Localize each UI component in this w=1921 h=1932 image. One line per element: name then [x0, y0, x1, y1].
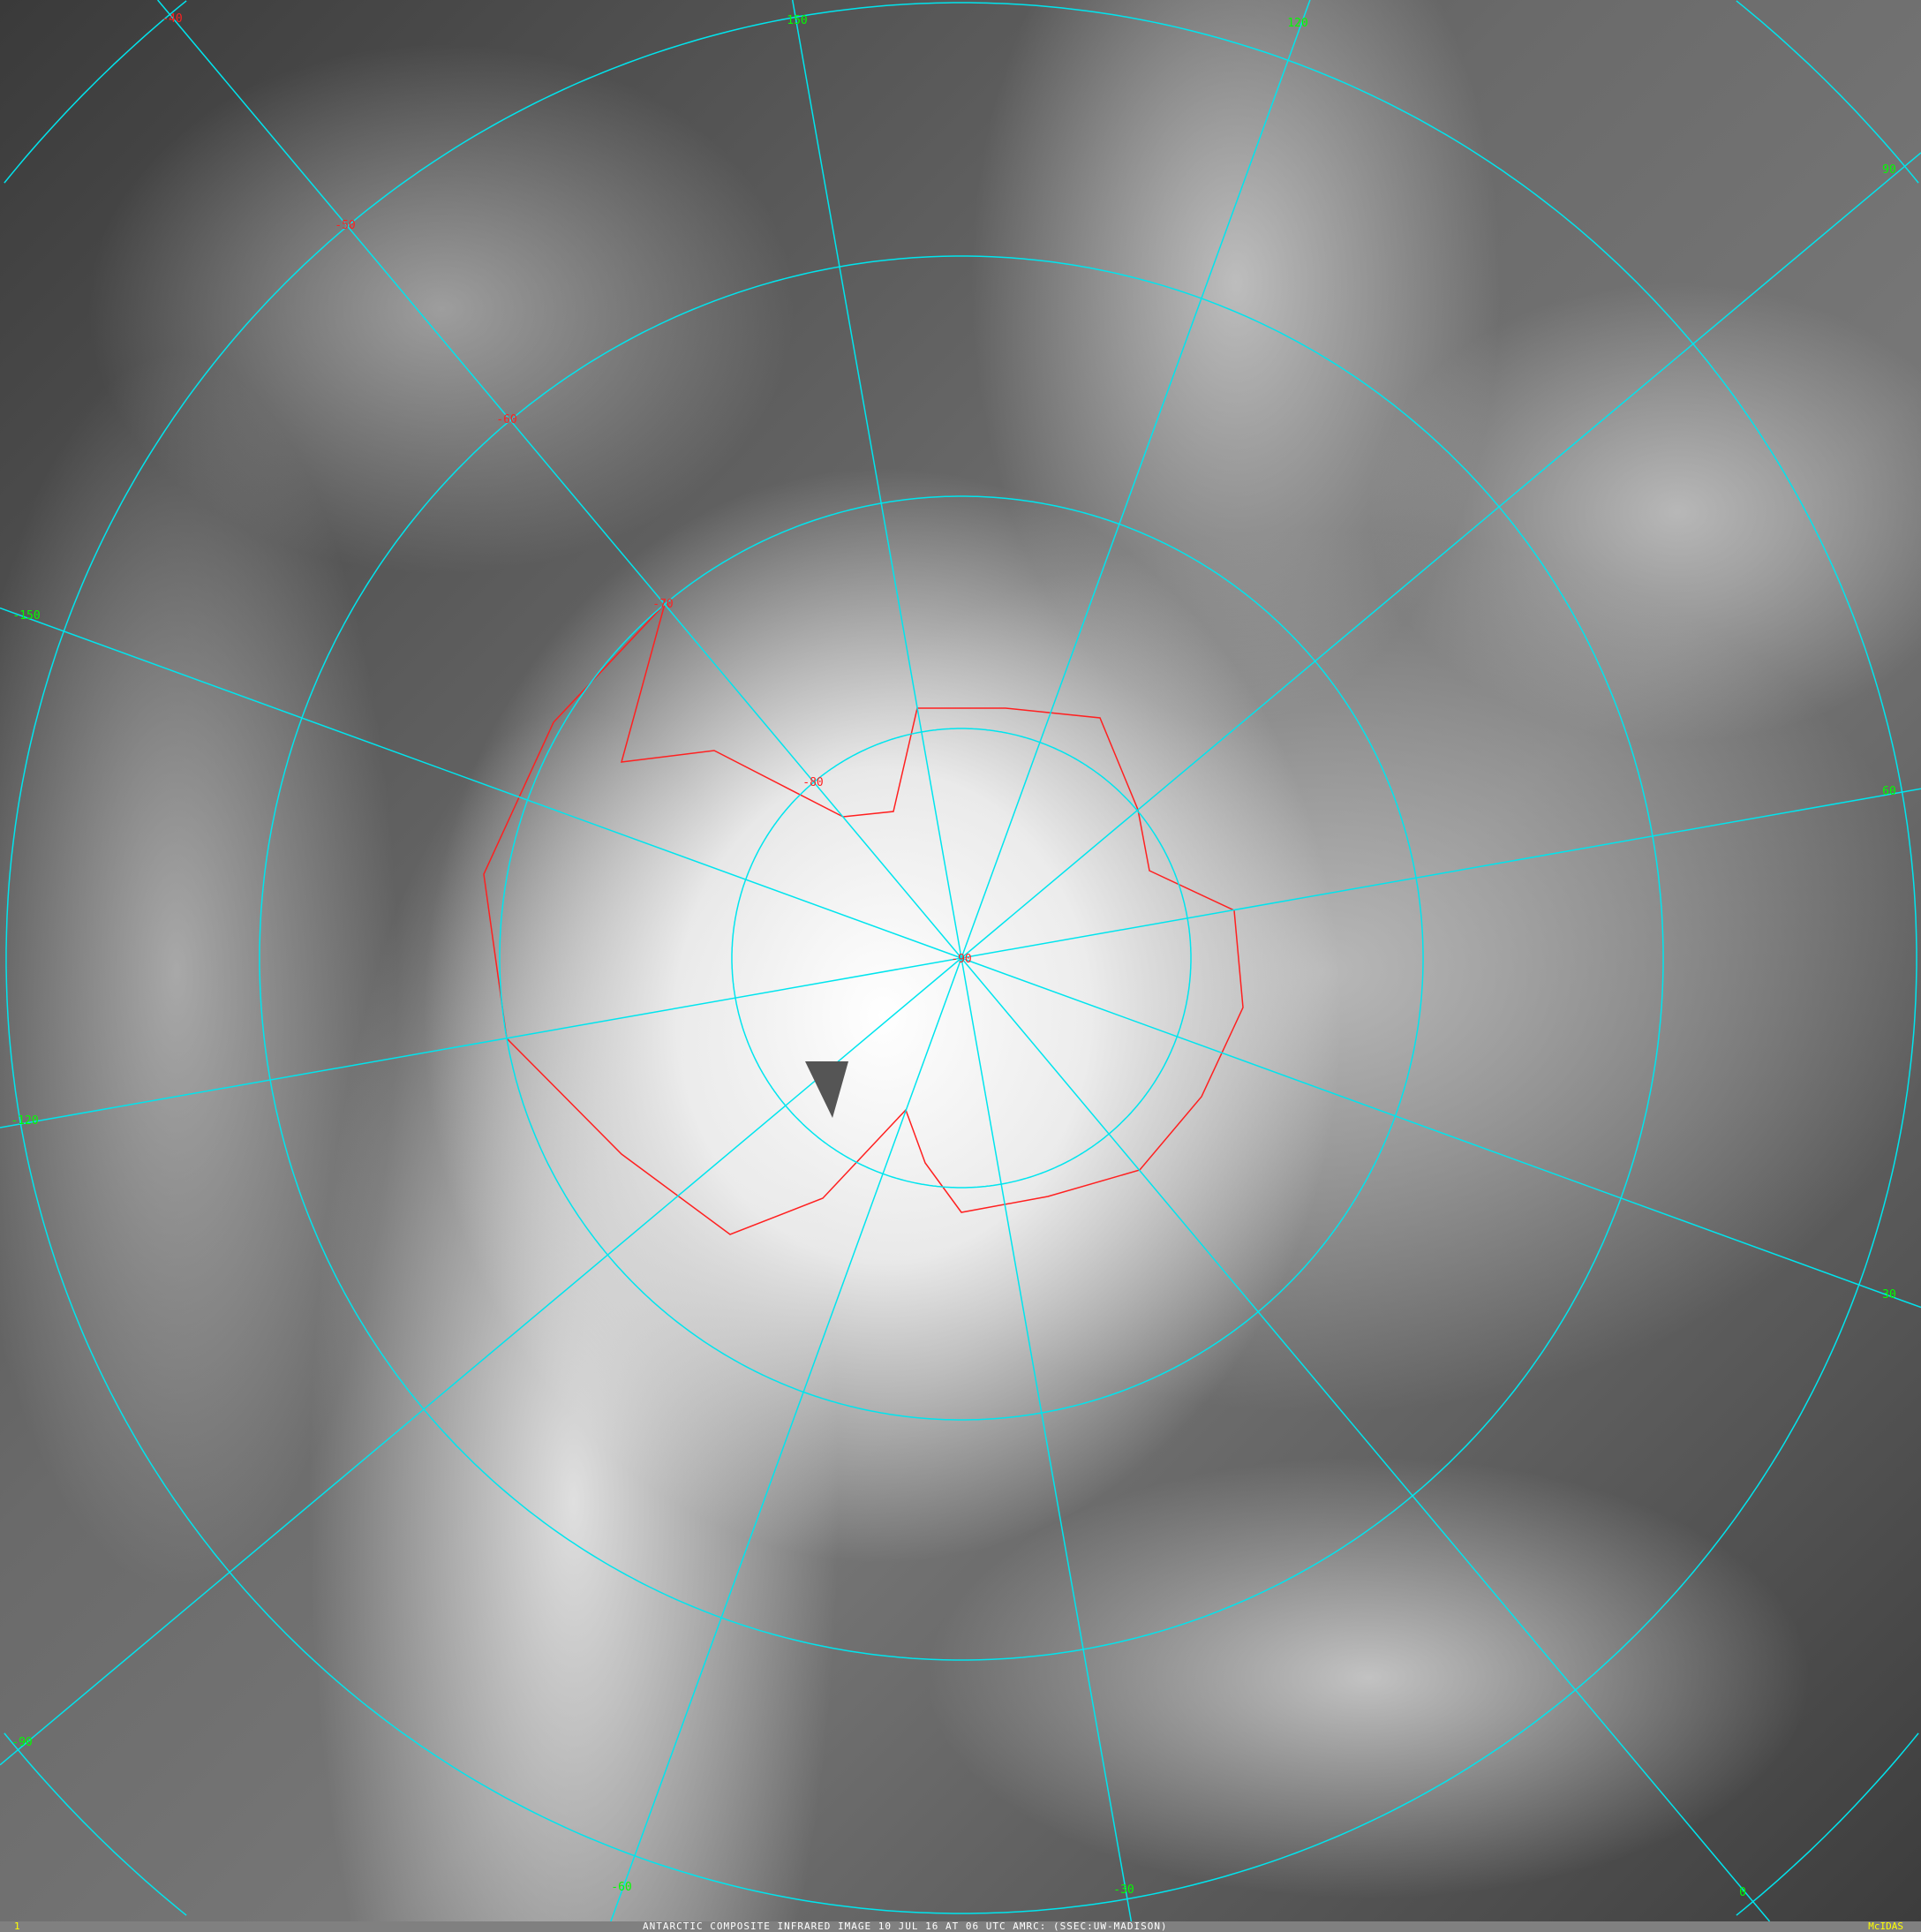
meridian-line: [960, 957, 1921, 1309]
longitude-label: -120: [11, 1114, 38, 1128]
meridian-line: [0, 957, 962, 1128]
latitude-circle: [259, 255, 1664, 1661]
longitude-label: -60: [611, 1881, 631, 1894]
antarctica-coastline: [483, 603, 1244, 1235]
longitude-label: 90: [1882, 163, 1896, 177]
meridian-line: [0, 957, 962, 1766]
meridian-line: [157, 0, 962, 959]
latitude-circle: [5, 2, 1917, 1914]
longitude-label: -30: [1113, 1883, 1134, 1897]
meridian-line: [960, 152, 1921, 959]
meridian-line: [960, 957, 1133, 1921]
longitude-label: 60: [1882, 785, 1896, 798]
mcidas-brand: McIDAS: [1868, 1921, 1903, 1932]
latitude-label: -80: [802, 776, 823, 789]
latitude-label: -90: [951, 953, 971, 966]
longitude-label: 120: [1287, 17, 1307, 30]
latitude-circle: [731, 728, 1192, 1189]
meridian-line: [610, 957, 962, 1921]
no-data-wedge: [805, 1061, 848, 1118]
meridian-line: [0, 607, 962, 959]
meridian-line: [960, 957, 1771, 1921]
latitude-label: -60: [496, 413, 516, 426]
longitude-label: 0: [1739, 1886, 1746, 1899]
longitude-label: -90: [11, 1736, 32, 1749]
latitude-label: -70: [652, 598, 673, 611]
longitude-label: 30: [1882, 1288, 1896, 1302]
caption-bar: 1 ANTARCTIC COMPOSITE INFRARED IMAGE 10 …: [0, 1921, 1921, 1932]
meridian-line: [960, 0, 1311, 959]
meridian-line: [791, 0, 962, 959]
latitude-circle: [499, 495, 1424, 1421]
latitude-circle: [4, 0, 1919, 1916]
latitude-label: -50: [335, 219, 355, 232]
latitude-label: -40: [162, 12, 182, 26]
longitude-label: -150: [12, 609, 40, 623]
frame-number: 1: [14, 1921, 20, 1932]
image-title: ANTARCTIC COMPOSITE INFRARED IMAGE 10 JU…: [643, 1921, 1168, 1932]
meridian-line: [960, 788, 1921, 959]
longitude-label: 150: [787, 14, 807, 27]
